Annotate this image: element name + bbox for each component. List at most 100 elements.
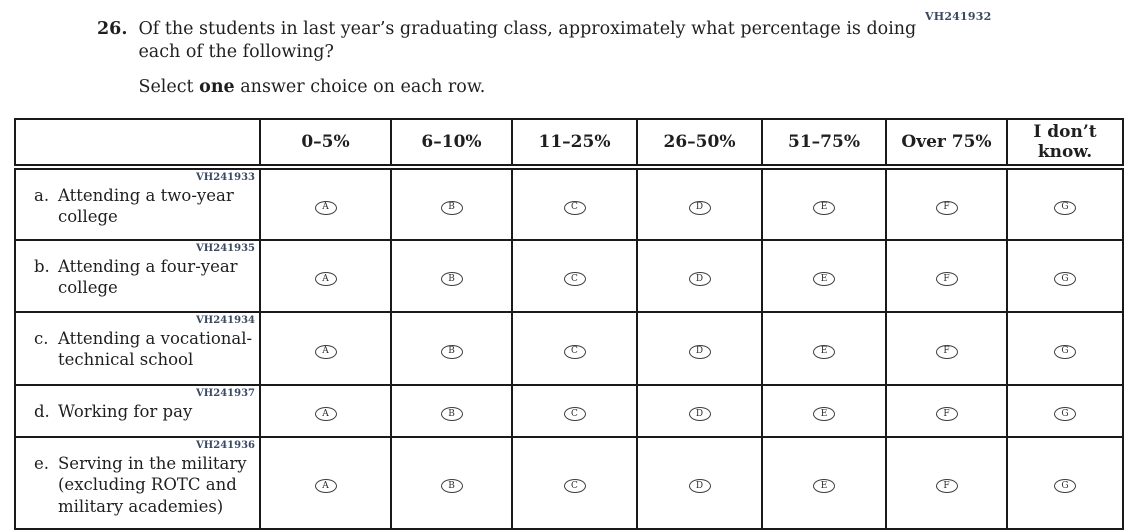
choice-cell-c-D[interactable]: D — [636, 311, 763, 386]
choice-bubble-A[interactable]: A — [314, 407, 337, 422]
row-text: Serving in the military (excluding ROTC … — [58, 454, 247, 516]
row-label-cell-a: VH241933 a. Attending a two-year college — [14, 166, 261, 241]
choice-bubble-B[interactable]: B — [440, 407, 463, 422]
row-label-cell-d: VH241937 d. Working for pay — [14, 384, 261, 438]
choice-bubble-C[interactable]: C — [563, 200, 586, 215]
choice-cell-d-F[interactable]: F — [885, 384, 1008, 438]
row-item-code: VH241936 — [196, 440, 255, 451]
choice-cell-b-C[interactable]: C — [511, 239, 638, 313]
row-marker: b. — [34, 257, 50, 276]
row-text: Working for pay — [58, 402, 193, 421]
row-marker: a. — [34, 186, 50, 205]
choice-bubble-E[interactable]: E — [813, 272, 835, 287]
header-blank-cell — [14, 118, 261, 170]
choice-cell-a-A[interactable]: A — [259, 166, 392, 241]
row-item-code: VH241934 — [196, 315, 255, 326]
choice-bubble-G[interactable]: G — [1054, 479, 1076, 494]
choice-cell-a-D[interactable]: D — [636, 166, 763, 241]
instruction-bold-word: one — [199, 77, 235, 98]
choice-cell-a-E[interactable]: E — [761, 166, 887, 241]
choice-cell-e-C[interactable]: C — [511, 436, 638, 530]
choice-cell-c-A[interactable]: A — [259, 311, 392, 386]
row-text: Attending a four-year college — [58, 257, 238, 298]
choice-bubble-G[interactable]: G — [1054, 344, 1076, 359]
choice-bubble-E[interactable]: E — [813, 479, 835, 494]
choice-bubble-A[interactable]: A — [314, 344, 337, 359]
table-row-e: VH241936 e. Serving in the military (exc… — [14, 436, 1124, 530]
choice-bubble-E[interactable]: E — [813, 407, 835, 422]
column-header-6-10: 6–10% — [390, 118, 513, 170]
column-header-26-50: 26–50% — [636, 118, 763, 170]
choice-cell-a-C[interactable]: C — [511, 166, 638, 241]
choice-bubble-C[interactable]: C — [563, 272, 586, 287]
choice-cell-e-A[interactable]: A — [259, 436, 392, 530]
choice-bubble-F[interactable]: F — [935, 479, 958, 494]
choice-bubble-G[interactable]: G — [1054, 272, 1076, 287]
choice-bubble-G[interactable]: G — [1054, 407, 1076, 422]
choice-cell-b-G[interactable]: G — [1006, 239, 1124, 313]
choice-cell-c-F[interactable]: F — [885, 311, 1008, 386]
choice-cell-d-G[interactable]: G — [1006, 384, 1124, 438]
choice-bubble-F[interactable]: F — [935, 272, 958, 287]
choice-bubble-E[interactable]: E — [813, 200, 835, 215]
choice-cell-e-G[interactable]: G — [1006, 436, 1124, 530]
choice-cell-d-E[interactable]: E — [761, 384, 887, 438]
choice-bubble-B[interactable]: B — [440, 344, 463, 359]
table-row-d: VH241937 d. Working for pay A B C D E F … — [14, 384, 1124, 438]
choice-bubble-B[interactable]: B — [440, 272, 463, 287]
row-label: c. Attending a vocational-technical scho… — [34, 328, 255, 371]
choice-bubble-F[interactable]: F — [935, 200, 958, 215]
choice-cell-c-E[interactable]: E — [761, 311, 887, 386]
choice-bubble-B[interactable]: B — [440, 200, 463, 215]
choice-cell-c-B[interactable]: B — [390, 311, 513, 386]
choice-bubble-A[interactable]: A — [314, 479, 337, 494]
table-row-a: VH241933 a. Attending a two-year college… — [14, 166, 1124, 241]
choice-cell-a-F[interactable]: F — [885, 166, 1008, 241]
item-code: VH241932 — [925, 10, 992, 23]
choice-bubble-D[interactable]: D — [688, 344, 711, 359]
column-header-51-75: 51–75% — [761, 118, 887, 170]
choice-cell-e-E[interactable]: E — [761, 436, 887, 530]
column-header-dont-know: I don’t know. — [1006, 118, 1124, 170]
choice-cell-e-B[interactable]: B — [390, 436, 513, 530]
row-label-cell-c: VH241934 c. Attending a vocational-techn… — [14, 311, 261, 386]
choice-bubble-C[interactable]: C — [563, 407, 586, 422]
choice-bubble-D[interactable]: D — [688, 272, 711, 287]
choice-cell-b-B[interactable]: B — [390, 239, 513, 313]
choice-cell-d-D[interactable]: D — [636, 384, 763, 438]
choice-cell-b-F[interactable]: F — [885, 239, 1008, 313]
choice-bubble-F[interactable]: F — [935, 407, 958, 422]
choice-bubble-B[interactable]: B — [440, 479, 463, 494]
row-text: Attending a two-year college — [58, 186, 234, 227]
row-marker: e. — [34, 454, 50, 473]
choice-bubble-E[interactable]: E — [813, 344, 835, 359]
choice-bubble-F[interactable]: F — [935, 344, 958, 359]
choice-bubble-A[interactable]: A — [314, 272, 337, 287]
choice-cell-a-B[interactable]: B — [390, 166, 513, 241]
choice-cell-c-C[interactable]: C — [511, 311, 638, 386]
choice-cell-b-E[interactable]: E — [761, 239, 887, 313]
header-row: 0–5% 6–10% 11–25% 26–50% 51–75% Over 75%… — [14, 118, 1124, 170]
choice-bubble-C[interactable]: C — [563, 344, 586, 359]
choice-cell-e-F[interactable]: F — [885, 436, 1008, 530]
choice-cell-b-A[interactable]: A — [259, 239, 392, 313]
row-item-code: VH241937 — [196, 388, 255, 399]
row-label-cell-e: VH241936 e. Serving in the military (exc… — [14, 436, 261, 530]
choice-cell-d-A[interactable]: A — [259, 384, 392, 438]
choice-bubble-D[interactable]: D — [688, 479, 711, 494]
question-number: 26. — [97, 19, 128, 39]
choice-cell-c-G[interactable]: G — [1006, 311, 1124, 386]
row-text: Attending a vocational-technical school — [58, 329, 253, 370]
row-marker: c. — [34, 329, 49, 348]
choice-cell-b-D[interactable]: D — [636, 239, 763, 313]
choice-bubble-A[interactable]: A — [314, 200, 337, 215]
choice-cell-e-D[interactable]: D — [636, 436, 763, 530]
choice-bubble-G[interactable]: G — [1054, 200, 1076, 215]
choice-cell-d-B[interactable]: B — [390, 384, 513, 438]
choice-cell-a-G[interactable]: G — [1006, 166, 1124, 241]
choice-bubble-D[interactable]: D — [688, 407, 711, 422]
choice-bubble-D[interactable]: D — [688, 200, 711, 215]
row-label: a. Attending a two-year college — [34, 185, 255, 228]
choice-cell-d-C[interactable]: C — [511, 384, 638, 438]
choice-bubble-C[interactable]: C — [563, 479, 586, 494]
